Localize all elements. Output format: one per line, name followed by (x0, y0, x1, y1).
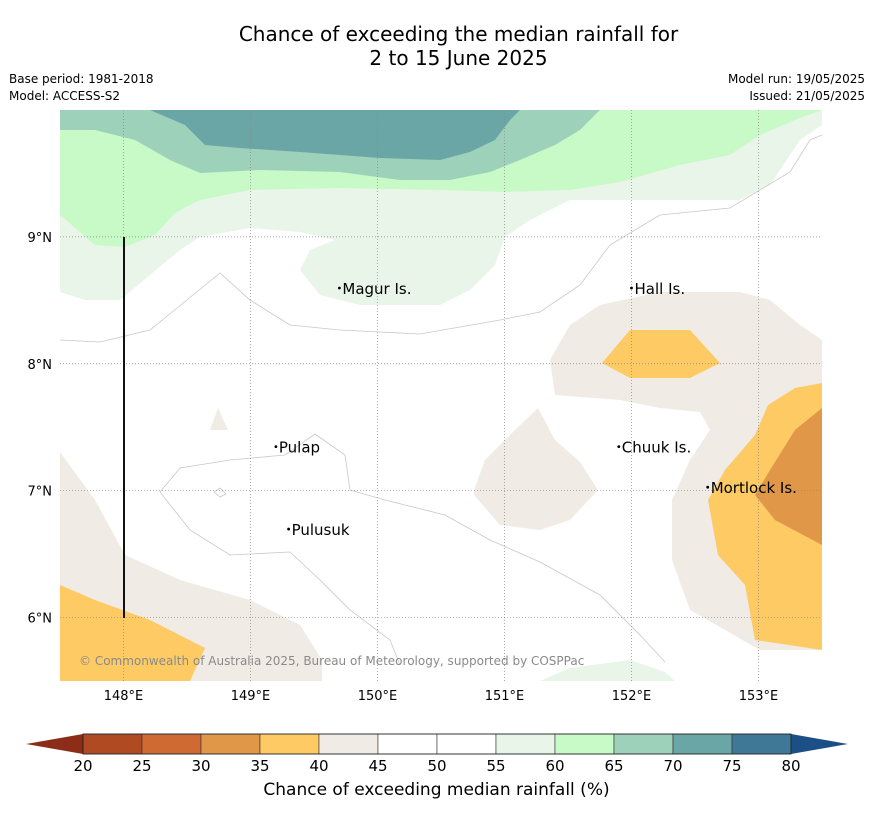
colorbar-tick-label: 80 (781, 757, 800, 775)
issued-text: Issued: 21/05/2025 (749, 89, 865, 103)
lat-tick-label: 8°N (28, 358, 53, 373)
colorbar-segment (259, 733, 320, 755)
colorbar-segment (731, 733, 792, 755)
contour-lines (60, 134, 822, 666)
band-30-35-east (755, 408, 822, 545)
island-label: Pulusuk (292, 521, 350, 539)
colorbar-tick-label: 25 (132, 757, 151, 775)
colorbar-tick-label: 50 (427, 757, 446, 775)
band-55-60-south (540, 660, 675, 681)
longitude-labels: 148°E 149°E 150°E 151°E 152°E 153°E (104, 689, 779, 704)
band-40-45-chuuk (474, 408, 598, 530)
title-line-2: 2 to 15 June 2025 (369, 46, 548, 70)
island-marker (630, 286, 633, 290)
lat-tick-label: 7°N (28, 485, 53, 500)
lon-tick-label: 149°E (231, 689, 271, 704)
colorbar-segment (672, 733, 733, 755)
colorbar-segment (82, 733, 143, 755)
map-plot-area (60, 110, 822, 681)
colorbar-tick-label: 45 (368, 757, 387, 775)
colorbar-segment (200, 733, 261, 755)
island-label: Mortlock Is. (711, 479, 797, 497)
band-70-75 (150, 110, 520, 160)
colorbar-tick-label: 35 (250, 757, 269, 775)
colorbar-tick-label: 70 (663, 757, 682, 775)
colorbar-frame (82, 733, 792, 755)
colorbar: 20 25 30 35 40 45 50 55 60 65 70 75 80 (26, 733, 848, 775)
colorbar-tick-label: 55 (486, 757, 505, 775)
band-40-45-small (210, 408, 228, 430)
colorbar-tick-label: 20 (73, 757, 92, 775)
lon-tick-label: 150°E (358, 689, 398, 704)
colorbar-segment (318, 733, 379, 755)
island-marker (617, 445, 621, 448)
lat-tick-label: 9°N (28, 231, 53, 246)
colorbar-segment (436, 733, 497, 755)
base-period-text: Base period: 1981-2018 (9, 72, 154, 86)
lon-tick-label: 153°E (739, 689, 779, 704)
colorbar-label: Chance of exceeding median rainfall (%) (263, 780, 610, 800)
colorbar-tick-label: 30 (191, 757, 210, 775)
map-title: Chance of exceeding the median rainfall … (0, 22, 873, 70)
lat-tick-label: 6°N (28, 612, 53, 627)
colorbar-segment (377, 733, 438, 755)
colorbar-segment (495, 733, 556, 755)
colorbar-segment (554, 733, 615, 755)
colorbar-segment (141, 733, 202, 755)
island-marker (287, 527, 290, 531)
lon-tick-label: 151°E (485, 689, 525, 704)
latitude-labels: 9°N 8°N 7°N 6°N (28, 231, 53, 627)
band-35-40-sw (60, 585, 205, 681)
copyright-text: © Commonwealth of Australia 2025, Bureau… (79, 654, 584, 668)
island-label: Magur Is. (342, 280, 411, 298)
island-marker (274, 445, 278, 448)
lon-tick-label: 152°E (612, 689, 652, 704)
meta-right: Model run: 19/05/2025 Issued: 21/05/2025 (728, 71, 865, 105)
model-text: Model: ACCESS-S2 (9, 89, 121, 103)
island-marker (706, 485, 710, 489)
colorbar-under-arrow (26, 734, 83, 754)
colorbar-segment (613, 733, 674, 755)
island-label: Pulap (279, 439, 320, 457)
colorbar-tick-label: 75 (722, 757, 741, 775)
island-label: Hall Is. (635, 280, 686, 298)
colorbar-tick-label: 40 (309, 757, 328, 775)
colorbar-tick-label: 65 (604, 757, 623, 775)
colorbar-over-arrow (791, 734, 848, 754)
meta-left: Base period: 1981-2018 Model: ACCESS-S2 (9, 71, 154, 105)
colorbar-tick-label: 60 (545, 757, 564, 775)
lon-tick-label: 148°E (104, 689, 144, 704)
island-marker (338, 286, 341, 290)
island-label: Chuuk Is. (622, 439, 691, 457)
model-run-text: Model run: 19/05/2025 (727, 72, 865, 86)
title-line-1: Chance of exceeding the median rainfall … (238, 22, 679, 46)
island-labels: Magur Is. Hall Is. Pulap Chuuk Is. Mortlock … (274, 280, 797, 539)
